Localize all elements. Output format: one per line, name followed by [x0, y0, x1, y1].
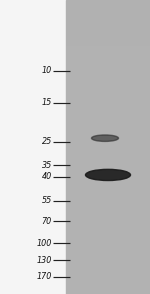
- Text: 70: 70: [42, 217, 52, 225]
- Bar: [66, 0, 150, 294]
- Text: 15: 15: [42, 98, 52, 107]
- Text: 10: 10: [42, 66, 52, 75]
- Text: 25: 25: [42, 137, 52, 146]
- Text: 55: 55: [42, 196, 52, 205]
- Text: 130: 130: [36, 256, 52, 265]
- Text: 100: 100: [36, 239, 52, 248]
- Ellipse shape: [85, 169, 130, 181]
- Text: 170: 170: [36, 273, 52, 281]
- Ellipse shape: [92, 135, 118, 141]
- Text: 40: 40: [42, 173, 52, 181]
- Text: 35: 35: [42, 161, 52, 170]
